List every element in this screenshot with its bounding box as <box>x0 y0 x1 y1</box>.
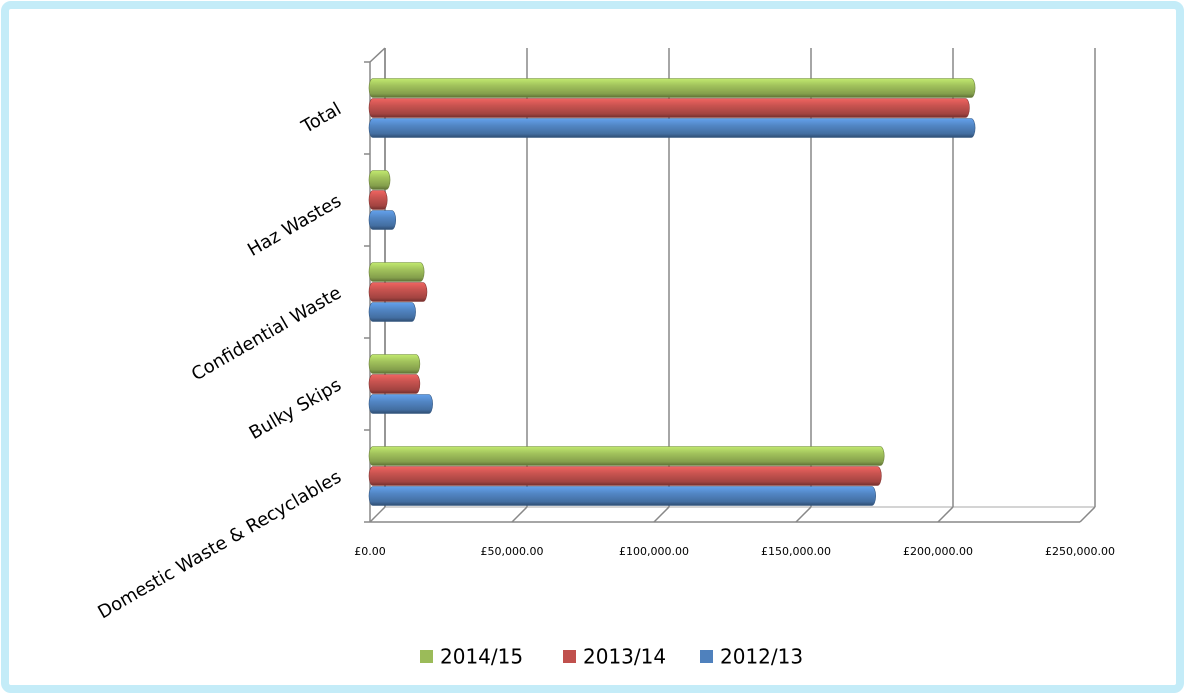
bar <box>368 394 433 414</box>
legend-label: 2014/15 <box>440 645 523 669</box>
x-tick-label: £100,000.00 <box>619 545 689 558</box>
bar <box>368 374 421 394</box>
bar <box>368 486 876 506</box>
grid-line <box>795 506 812 523</box>
legend-swatch <box>700 650 713 663</box>
grid-line <box>369 506 386 523</box>
bar <box>368 466 882 486</box>
bar <box>368 78 976 98</box>
bar <box>368 170 391 190</box>
bar <box>368 354 421 374</box>
x-tick-label: £200,000.00 <box>903 545 973 558</box>
axis-line <box>369 47 386 63</box>
bar <box>368 262 425 282</box>
x-tick-label: £0.00 <box>354 545 386 558</box>
grid-line <box>1079 506 1096 523</box>
legend-label: 2013/14 <box>583 645 666 669</box>
grid-line <box>937 506 954 523</box>
grid-line <box>653 506 670 523</box>
bar <box>368 190 388 210</box>
bar <box>368 446 885 466</box>
legend-swatch <box>420 650 433 663</box>
bar <box>368 98 970 118</box>
bar <box>368 210 397 230</box>
bar <box>368 282 428 302</box>
legend-label: 2012/13 <box>720 645 803 669</box>
bar <box>368 302 416 322</box>
x-tick-label: £50,000.00 <box>481 545 544 558</box>
x-tick-label: £250,000.00 <box>1045 545 1115 558</box>
legend-swatch <box>563 650 576 663</box>
grid-line <box>511 506 528 523</box>
x-tick-label: £150,000.00 <box>761 545 831 558</box>
bar <box>368 118 976 138</box>
